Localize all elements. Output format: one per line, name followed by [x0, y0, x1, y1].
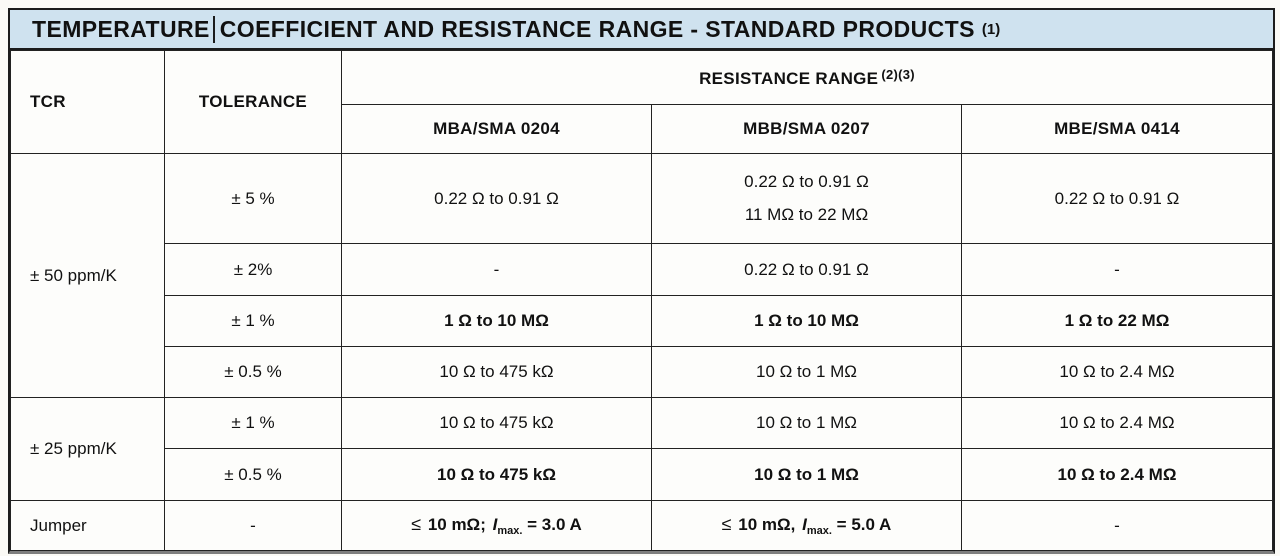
range-cell-mbb: 10 Ω to 1 MΩ: [651, 448, 962, 501]
range-cell-mbe: 10 Ω to 2.4 MΩ: [961, 346, 1273, 398]
jumper-spec-cell-mbb: ≤ 10 mΩ, Imax. = 5.0 A: [651, 500, 962, 551]
range-cell-mbb: 0.22 Ω to 0.91 Ω: [651, 243, 962, 296]
table-title-bar: TEMPERATURE COEFFICIENT AND RESISTANCE RA…: [10, 10, 1273, 50]
table-row-50ppm-05pct: ± 0.5 % 10 Ω to 475 kΩ 10 Ω to 1 MΩ 10 Ω…: [11, 346, 1273, 398]
model-header-mba: MBA/SMA 0204: [341, 104, 652, 154]
tolerance-cell: -: [164, 500, 342, 551]
range-cell-mbb: 10 Ω to 1 MΩ: [651, 346, 962, 398]
table-row-50ppm-1pct: ± 1 % 1 Ω to 10 MΩ 1 Ω to 10 MΩ 1 Ω to 2…: [11, 295, 1273, 347]
table-title-part2: COEFFICIENT AND RESISTANCE RANGE - STAND…: [219, 15, 975, 42]
range-cell-mbb: 1 Ω to 10 MΩ: [651, 295, 962, 347]
range-cell-mba: 10 Ω to 475 kΩ: [341, 397, 652, 449]
tolerance-cell: ± 1 %: [164, 295, 342, 347]
tolerance-header-cell: TOLERANCE: [164, 50, 342, 154]
tcr-group-50ppm-cell: ± 50 ppm/K: [10, 153, 165, 398]
table-row-25ppm-05pct: ± 0.5 % 10 Ω to 475 kΩ 10 Ω to 1 MΩ 10 Ω…: [11, 448, 1273, 501]
jumper-resistance-value: 10 mΩ;: [427, 515, 486, 534]
jumper-current-value: = 3.0 A: [527, 515, 582, 534]
range-cell-mbb: 0.22 Ω to 0.91 Ω 11 MΩ to 22 MΩ: [651, 153, 962, 244]
text-cursor-artifact: [212, 15, 215, 43]
range-cell-mba: -: [341, 243, 652, 296]
less-equal-symbol: ≤: [411, 514, 422, 534]
datasheet-table: TEMPERATURE COEFFICIENT AND RESISTANCE RA…: [8, 8, 1275, 554]
range-line-2: 11 MΩ to 22 MΩ: [744, 204, 869, 224]
model-header-mbe: MBE/SMA 0414: [961, 104, 1273, 154]
table-row-50ppm-5pct: ± 50 ppm/K ± 5 % 0.22 Ω to 0.91 Ω 0.22 Ω…: [10, 153, 1273, 398]
tolerance-cell: ± 2%: [164, 243, 342, 296]
table-title-part1: TEMPERATURE: [32, 15, 210, 42]
current-symbol: I: [802, 515, 807, 534]
table-row-50ppm-2pct: ± 2% - 0.22 Ω to 0.91 Ω -: [11, 243, 1273, 296]
model-header-mbb: MBB/SMA 0207: [651, 104, 962, 154]
header-row-resistance-range: TCR TOLERANCE RESISTANCE RANGE (2)(3): [10, 50, 1273, 154]
range-cell-mbe: 10 Ω to 2.4 MΩ: [961, 448, 1273, 501]
resistance-range-label: RESISTANCE RANGE: [699, 68, 879, 88]
table-row-25ppm-1pct: ± 25 ppm/K ± 1 % 10 Ω to 475 kΩ 10 Ω to …: [10, 397, 1273, 501]
range-cell-mbe: 1 Ω to 22 MΩ: [961, 295, 1273, 347]
current-symbol: I: [492, 515, 498, 534]
tcr-resistance-table: TCR TOLERANCE RESISTANCE RANGE (2)(3) MBA…: [10, 50, 1273, 551]
tcr-header-cell: TCR: [10, 50, 165, 154]
range-cell-mba: 1 Ω to 10 MΩ: [341, 295, 652, 347]
range-cell-mbb: 10 Ω to 1 MΩ: [651, 397, 962, 449]
header-row-models: MBA/SMA 0204 MBB/SMA 0207 MBE/SMA 0414: [11, 104, 1273, 154]
tolerance-cell: ± 5 %: [164, 153, 342, 244]
tolerance-cell: ± 1 %: [164, 397, 342, 449]
range-cell-mbe: 10 Ω to 2.4 MΩ: [961, 397, 1273, 449]
max-subscript: max.: [806, 525, 832, 537]
range-cell-mba: 10 Ω to 475 kΩ: [341, 448, 652, 501]
jumper-spec-cell-mba: ≤ 10 mΩ; Imax. = 3.0 A: [341, 500, 652, 551]
tolerance-cell: ± 0.5 %: [164, 346, 342, 398]
resistance-range-header-cell: RESISTANCE RANGE (2)(3): [341, 50, 1273, 105]
jumper-resistance-value: 10 mΩ,: [738, 515, 796, 534]
less-equal-symbol: ≤: [721, 514, 732, 534]
range-cell-mbe: -: [961, 243, 1273, 296]
table-row-jumper: Jumper - ≤ 10 mΩ; Imax. = 3.0 A ≤ 10 mΩ,…: [10, 500, 1273, 551]
tcr-group-25ppm-cell: ± 25 ppm/K: [10, 397, 165, 501]
max-subscript: max.: [497, 525, 523, 537]
range-line-1: 0.22 Ω to 0.91 Ω: [744, 172, 869, 192]
range-cell-mbe: 0.22 Ω to 0.91 Ω: [961, 153, 1273, 244]
range-cell-mbe: -: [961, 500, 1273, 551]
title-footnote-superscript: (1): [981, 20, 1001, 38]
jumper-current-value: = 5.0 A: [836, 515, 892, 534]
range-cell-mba: 0.22 Ω to 0.91 Ω: [341, 153, 652, 244]
tolerance-cell: ± 0.5 %: [164, 448, 342, 501]
tcr-jumper-cell: Jumper: [10, 500, 165, 551]
range-cell-mba: 10 Ω to 475 kΩ: [341, 346, 652, 398]
resistance-range-footnote-superscript: (2)(3): [881, 66, 915, 82]
